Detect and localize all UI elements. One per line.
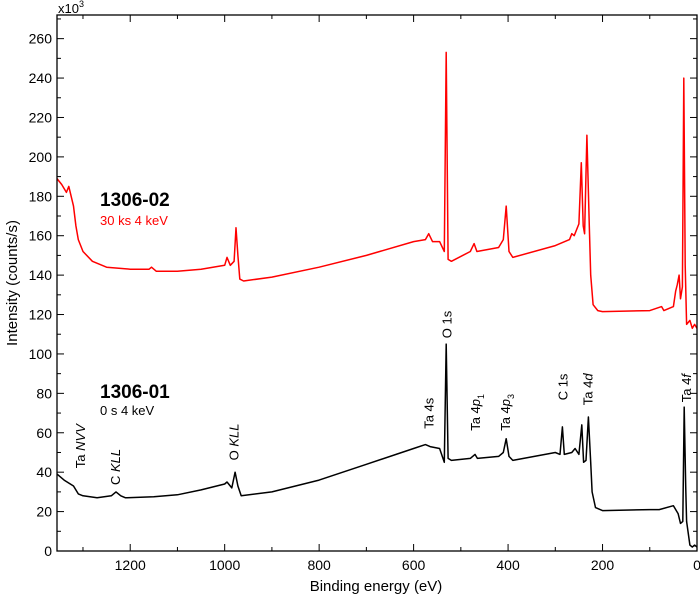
y-tick-label: 40: [36, 464, 52, 480]
x-tick-label: 1200: [115, 557, 146, 573]
legend-label-1306-01: 1306-01: [100, 382, 170, 403]
peak-label-italic: p: [468, 399, 483, 407]
x-tick-label: 400: [496, 557, 520, 573]
x-tick-label: 1000: [209, 557, 240, 573]
peak-label-main: Ta: [73, 451, 88, 468]
y-tick-label: 100: [29, 346, 53, 362]
plot-frame: [56, 14, 698, 552]
peak-label-main: Ta 4: [679, 378, 694, 403]
peak-label: Ta 4d: [580, 373, 595, 406]
y-tick-label: 0: [44, 543, 52, 559]
peak-label: C KLL: [108, 449, 123, 485]
y-tick-label: 200: [29, 149, 53, 165]
y-tick-label: 80: [36, 385, 52, 401]
y-tick-label: 220: [29, 109, 53, 125]
peak-label-main: Ta 4s: [422, 397, 437, 429]
peak-label: O KLL: [227, 424, 242, 461]
y-tick-label: 20: [36, 504, 52, 520]
peak-label-italic: p: [498, 399, 513, 407]
peak-label-italic: NVV: [73, 423, 88, 451]
y-tick-label: 180: [29, 188, 53, 204]
peak-label-main: Ta 4: [468, 406, 483, 431]
legend-label-1306-02: 1306-02: [100, 190, 170, 211]
legend-condition-1306-02: 30 ks 4 keV: [100, 213, 168, 228]
peak-label: Ta 4p3: [498, 394, 516, 431]
peak-label: O 1s: [440, 310, 455, 338]
x-tick-label: 800: [307, 557, 331, 573]
y-multiplier: x103: [58, 0, 84, 16]
y-tick-label: 120: [29, 307, 53, 323]
peak-label-main: Ta 4: [580, 381, 595, 406]
peak-label-main: Ta 4: [498, 406, 513, 431]
peak-label: Ta NVV: [73, 423, 88, 468]
x-tick-label: 600: [402, 557, 426, 573]
peak-label-subscript: 1: [476, 394, 486, 399]
peak-label-italic: d: [580, 373, 595, 381]
peak-label-main: C: [108, 472, 123, 485]
x-tick-label: 200: [591, 557, 615, 573]
peak-label-italic: KLL: [108, 449, 123, 472]
y-axis-label: Intensity (counts/s): [4, 220, 21, 346]
peak-label-subscript: 3: [506, 394, 516, 399]
peak-label: Ta 4f: [679, 373, 694, 403]
y-tick-label: 60: [36, 425, 52, 441]
y-tick-label: 160: [29, 228, 53, 244]
legend-condition-1306-01: 0 s 4 keV: [100, 403, 155, 418]
y-tick-label: 140: [29, 267, 53, 283]
series-line-1306-01: [56, 343, 698, 548]
y-tick-label: 260: [29, 31, 53, 47]
peak-label-italic: f: [679, 373, 694, 378]
peak-label-main: C 1s: [555, 373, 570, 400]
x-axis-label: Binding energy (eV): [310, 578, 443, 595]
peak-label-italic: KLL: [227, 424, 242, 447]
y-tick-label: 240: [29, 70, 53, 86]
peak-label-main: O: [227, 447, 242, 461]
peak-label: Ta 4s: [422, 397, 437, 429]
x-tick-label: 0: [693, 557, 700, 573]
peak-label: Ta 4p1: [468, 394, 486, 431]
peak-label-main: O 1s: [440, 310, 455, 338]
peak-label: C 1s: [555, 373, 570, 400]
series-line-1306-02: [56, 51, 698, 330]
